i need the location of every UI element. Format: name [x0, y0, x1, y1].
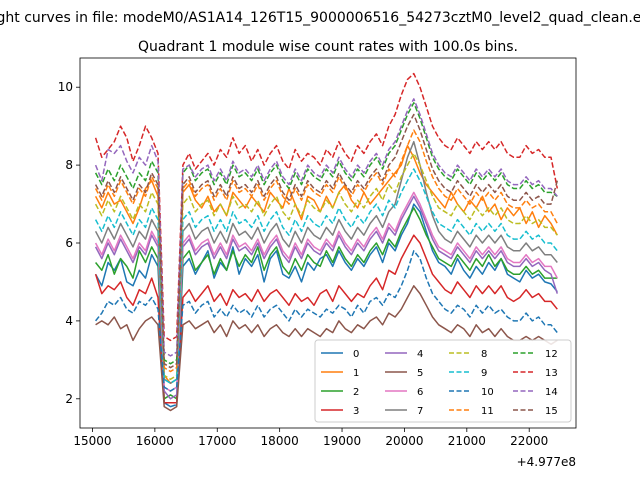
series-line-11 [94, 129, 558, 373]
legend-label-8: 8 [481, 349, 487, 360]
x-axis-offset-label: +4.977e8 [517, 455, 576, 469]
legend-label-14: 14 [545, 387, 558, 398]
series-line-2 [95, 207, 558, 400]
legend-label-10: 10 [481, 387, 494, 398]
x-tick-label: 22000 [510, 434, 548, 448]
legend-label-6: 6 [417, 387, 423, 398]
y-tick-label: 2 [65, 392, 73, 406]
plot-frame [79, 57, 577, 429]
legend-label-9: 9 [481, 368, 487, 379]
legend-label-3: 3 [353, 406, 359, 417]
series-line-8 [94, 152, 558, 381]
legend-label-1: 1 [353, 368, 359, 379]
series-line-10 [95, 250, 558, 392]
x-tick-label: 20000 [385, 434, 423, 448]
series-layer [94, 72, 559, 412]
legend-label-2: 2 [353, 387, 359, 398]
legend-label-11: 11 [481, 406, 494, 417]
y-axis: 2 4 6 8 10 [58, 80, 80, 406]
y-tick-label: 8 [65, 158, 73, 172]
series-line-15 [94, 113, 559, 369]
x-tick-label: 17000 [198, 434, 236, 448]
legend-label-15: 15 [545, 406, 558, 417]
legend-box [314, 339, 572, 423]
x-axis: 15000 16000 17000 18000 19000 20000 21000 22000 [73, 428, 548, 448]
legend-label-4: 4 [417, 349, 423, 360]
x-tick-label: 19000 [323, 434, 361, 448]
series-line-4 [94, 195, 559, 400]
chart-title: Quadrant 1 module wise count rates with … [138, 39, 518, 55]
series-line-3 [94, 234, 558, 404]
legend-label-13: 13 [545, 368, 558, 379]
legend-label-0: 0 [353, 349, 359, 360]
x-tick-label: 15000 [73, 434, 111, 448]
x-tick-label: 16000 [136, 434, 174, 448]
x-tick-label: 18000 [261, 434, 299, 448]
series-line-14 [94, 98, 558, 357]
x-tick-label: 21000 [448, 434, 486, 448]
series-line-0 [94, 203, 558, 408]
y-tick-label: 10 [58, 80, 73, 94]
y-tick-label: 4 [65, 314, 73, 328]
series-line-12 [94, 102, 558, 365]
figure-suptitle: Light curves in file: modeM0/AS1A14_126T… [0, 10, 640, 26]
legend-label-12: 12 [545, 349, 558, 360]
legend-label-5: 5 [417, 368, 423, 379]
series-line-5 [95, 285, 558, 412]
legend-label-7: 7 [417, 406, 423, 417]
y-tick-label: 6 [65, 236, 73, 250]
series-line-9 [94, 168, 558, 384]
